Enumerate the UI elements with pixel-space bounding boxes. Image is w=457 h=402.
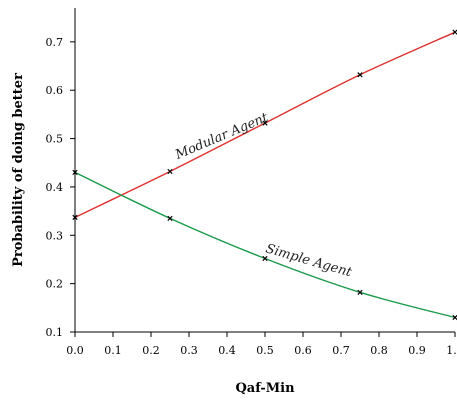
x-axis-title: Qaf-Min xyxy=(235,381,295,396)
x-tick-label: 0.6 xyxy=(294,344,312,357)
x-tick-label: 1.0 xyxy=(446,344,457,357)
modular-agent-label: Modular Agent xyxy=(172,110,271,163)
y-tick-label: 0.5 xyxy=(46,133,64,146)
simple-agent-point xyxy=(452,314,457,321)
series-group xyxy=(72,29,457,321)
modular-agent-point xyxy=(262,120,268,126)
x-tick-label: 0.8 xyxy=(370,344,388,357)
modular-agent-point xyxy=(167,168,173,175)
x-tick-label: 0.3 xyxy=(180,344,198,357)
simple-agent-point xyxy=(357,289,363,295)
x-tick-label: 0.5 xyxy=(256,344,274,357)
y-tick-label: 0.4 xyxy=(46,181,64,194)
simple-agent-line xyxy=(74,171,456,319)
modular-agent-point xyxy=(357,72,363,78)
y-tick-label: 0.3 xyxy=(46,229,64,242)
simple-agent-point xyxy=(167,215,173,221)
y-ticks: 0.1 0.2 0.3 0.4 0.5 0.6 0.7 xyxy=(46,36,75,339)
x-tick-label: 0.1 xyxy=(104,344,122,357)
y-axis-title: Probability of doing better xyxy=(11,73,26,267)
simple-agent-point xyxy=(72,169,78,176)
x-tick-label: 0.9 xyxy=(408,344,426,357)
y-tick-label: 0.2 xyxy=(46,278,64,291)
modular-agent-point xyxy=(452,29,457,35)
y-tick-label: 0.6 xyxy=(46,84,64,97)
y-tick-label: 0.7 xyxy=(46,36,64,49)
x-tick-label: 0.2 xyxy=(142,344,160,357)
x-ticks: 0.0 0.1 0.2 0.3 0.4 0.5 0.6 0.7 0.8 0.9 1.0 xyxy=(66,332,457,357)
x-tick-label: 0.0 xyxy=(66,344,84,357)
x-tick-label: 0.4 xyxy=(218,344,236,357)
modular-agent-point xyxy=(72,214,78,221)
x-tick-label: 0.7 xyxy=(332,344,350,357)
y-tick-label: 0.1 xyxy=(46,326,64,339)
simple-agent-point xyxy=(262,255,268,262)
